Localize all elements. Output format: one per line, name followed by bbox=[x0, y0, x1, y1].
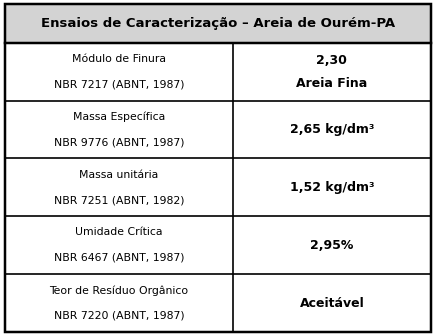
Text: 2,30: 2,30 bbox=[317, 53, 347, 67]
Text: Módulo de Finura: Módulo de Finura bbox=[72, 54, 166, 64]
Text: Massa unitária: Massa unitária bbox=[79, 170, 159, 180]
Text: Umidade Crítica: Umidade Crítica bbox=[75, 227, 163, 238]
Text: Massa Específica: Massa Específica bbox=[73, 112, 165, 122]
Text: NBR 7220 (ABNT, 1987): NBR 7220 (ABNT, 1987) bbox=[54, 311, 184, 321]
Text: NBR 7217 (ABNT, 1987): NBR 7217 (ABNT, 1987) bbox=[54, 79, 184, 89]
Text: NBR 6467 (ABNT, 1987): NBR 6467 (ABNT, 1987) bbox=[54, 253, 184, 263]
Text: 1,52 kg/dm³: 1,52 kg/dm³ bbox=[290, 181, 374, 194]
Text: NBR 9776 (ABNT, 1987): NBR 9776 (ABNT, 1987) bbox=[54, 137, 184, 147]
Text: Aceitável: Aceitável bbox=[300, 297, 364, 309]
Text: 2,95%: 2,95% bbox=[310, 239, 354, 252]
Text: Ensaios de Caracterização – Areia de Ourém-PA: Ensaios de Caracterização – Areia de Our… bbox=[41, 17, 395, 30]
Text: Areia Fina: Areia Fina bbox=[296, 77, 368, 90]
Text: NBR 7251 (ABNT, 1982): NBR 7251 (ABNT, 1982) bbox=[54, 195, 184, 205]
Text: 2,65 kg/dm³: 2,65 kg/dm³ bbox=[290, 123, 374, 136]
Bar bbox=[5, 4, 431, 43]
Text: Teor de Resíduo Orgânico: Teor de Resíduo Orgânico bbox=[50, 285, 189, 296]
